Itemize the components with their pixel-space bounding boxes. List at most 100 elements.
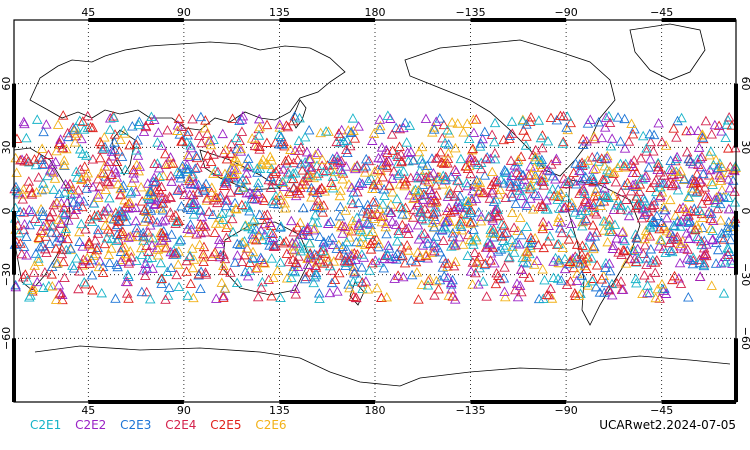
occultation-marker bbox=[157, 230, 169, 241]
occultation-marker bbox=[362, 175, 374, 185]
occultation-marker bbox=[620, 158, 631, 169]
occultation-marker bbox=[535, 132, 547, 143]
occultation-marker bbox=[213, 234, 225, 244]
occultation-marker bbox=[714, 167, 726, 178]
occultation-marker bbox=[609, 167, 620, 177]
occultation-marker bbox=[438, 253, 449, 263]
occultation-marker bbox=[69, 209, 80, 219]
occultation-marker bbox=[367, 257, 378, 268]
occultation-marker bbox=[201, 192, 213, 203]
occultation-marker bbox=[120, 276, 132, 286]
occultation-marker bbox=[381, 291, 393, 302]
occultation-marker bbox=[311, 187, 323, 198]
occultation-marker bbox=[642, 287, 653, 298]
occultation-marker bbox=[147, 214, 158, 225]
occultation-marker bbox=[580, 241, 592, 252]
occultation-marker bbox=[195, 218, 206, 229]
occultation-marker bbox=[420, 215, 432, 225]
occultation-marker bbox=[348, 291, 359, 301]
occultation-marker bbox=[171, 269, 182, 280]
occultation-marker bbox=[347, 113, 359, 123]
occultation-marker bbox=[297, 229, 308, 239]
occultation-marker bbox=[22, 275, 33, 285]
occultation-marker bbox=[397, 271, 409, 282]
occultation-marker bbox=[639, 239, 651, 250]
occultation-marker bbox=[156, 235, 168, 245]
occultation-marker bbox=[523, 272, 535, 282]
occultation-marker bbox=[270, 166, 282, 176]
occultation-marker bbox=[297, 165, 308, 175]
occultation-marker bbox=[413, 172, 424, 183]
occultation-marker bbox=[580, 255, 592, 266]
occultation-marker bbox=[218, 290, 229, 301]
occultation-marker bbox=[411, 267, 423, 277]
occultation-marker bbox=[288, 157, 299, 168]
occultation-marker bbox=[263, 274, 274, 284]
occultation-marker bbox=[160, 232, 172, 242]
occultation-marker bbox=[527, 204, 539, 214]
occultation-marker bbox=[353, 218, 365, 228]
occultation-marker bbox=[505, 181, 516, 191]
occultation-marker bbox=[258, 257, 269, 267]
occultation-marker bbox=[465, 216, 476, 227]
occultation-marker bbox=[173, 281, 185, 292]
occultation-marker bbox=[111, 235, 122, 246]
occultation-marker bbox=[254, 141, 265, 152]
occultation-marker bbox=[156, 193, 168, 203]
occultation-marker bbox=[188, 199, 200, 210]
occultation-marker bbox=[343, 279, 354, 289]
occultation-marker bbox=[682, 244, 693, 254]
occultation-marker bbox=[641, 253, 653, 263]
occultation-marker bbox=[247, 223, 258, 234]
occultation-marker bbox=[385, 113, 396, 123]
occultation-marker bbox=[501, 167, 513, 177]
occultation-marker bbox=[486, 129, 498, 139]
occultation-marker bbox=[285, 144, 296, 154]
occultation-marker bbox=[67, 260, 78, 270]
bottom-lon-label: 180 bbox=[365, 404, 386, 417]
occultation-marker bbox=[712, 244, 724, 255]
occultation-marker bbox=[558, 173, 570, 183]
occultation-marker bbox=[159, 243, 171, 253]
occultation-marker bbox=[242, 270, 254, 281]
occultation-marker bbox=[710, 154, 722, 165]
occultation-marker bbox=[413, 146, 425, 157]
occultation-marker bbox=[723, 143, 734, 153]
occultation-marker bbox=[99, 238, 111, 249]
occultation-marker bbox=[390, 219, 402, 229]
occultation-marker bbox=[412, 219, 424, 230]
occultation-marker bbox=[640, 202, 651, 213]
occultation-marker bbox=[353, 220, 365, 230]
occultation-marker bbox=[15, 154, 26, 165]
occultation-marker bbox=[683, 292, 694, 302]
occultation-marker bbox=[16, 248, 28, 259]
occultation-marker bbox=[416, 141, 428, 152]
coastline-antarctica bbox=[34, 345, 731, 387]
occultation-marker bbox=[639, 172, 651, 182]
occultation-marker bbox=[124, 139, 135, 150]
occultation-marker bbox=[603, 284, 615, 295]
occultation-marker bbox=[713, 162, 724, 173]
occultation-marker bbox=[517, 114, 529, 125]
occultation-marker bbox=[57, 142, 69, 153]
occultation-marker bbox=[61, 197, 73, 207]
occultation-marker bbox=[618, 160, 630, 171]
occultation-marker bbox=[692, 231, 703, 241]
occultation-marker bbox=[613, 247, 624, 257]
occultation-markers bbox=[9, 110, 741, 305]
occultation-marker bbox=[450, 239, 461, 250]
occultation-marker bbox=[656, 217, 668, 227]
occultation-marker bbox=[115, 134, 126, 145]
occultation-marker bbox=[183, 151, 195, 161]
occultation-marker bbox=[31, 187, 42, 197]
occultation-marker bbox=[98, 167, 110, 178]
occultation-marker bbox=[387, 216, 398, 226]
occultation-marker bbox=[96, 168, 107, 178]
occultation-marker bbox=[345, 250, 357, 260]
occultation-marker bbox=[529, 162, 540, 172]
occultation-marker bbox=[655, 166, 666, 177]
occultation-marker bbox=[628, 161, 639, 171]
occultation-marker bbox=[314, 200, 326, 210]
occultation-marker bbox=[114, 189, 126, 200]
occultation-marker bbox=[405, 172, 417, 183]
